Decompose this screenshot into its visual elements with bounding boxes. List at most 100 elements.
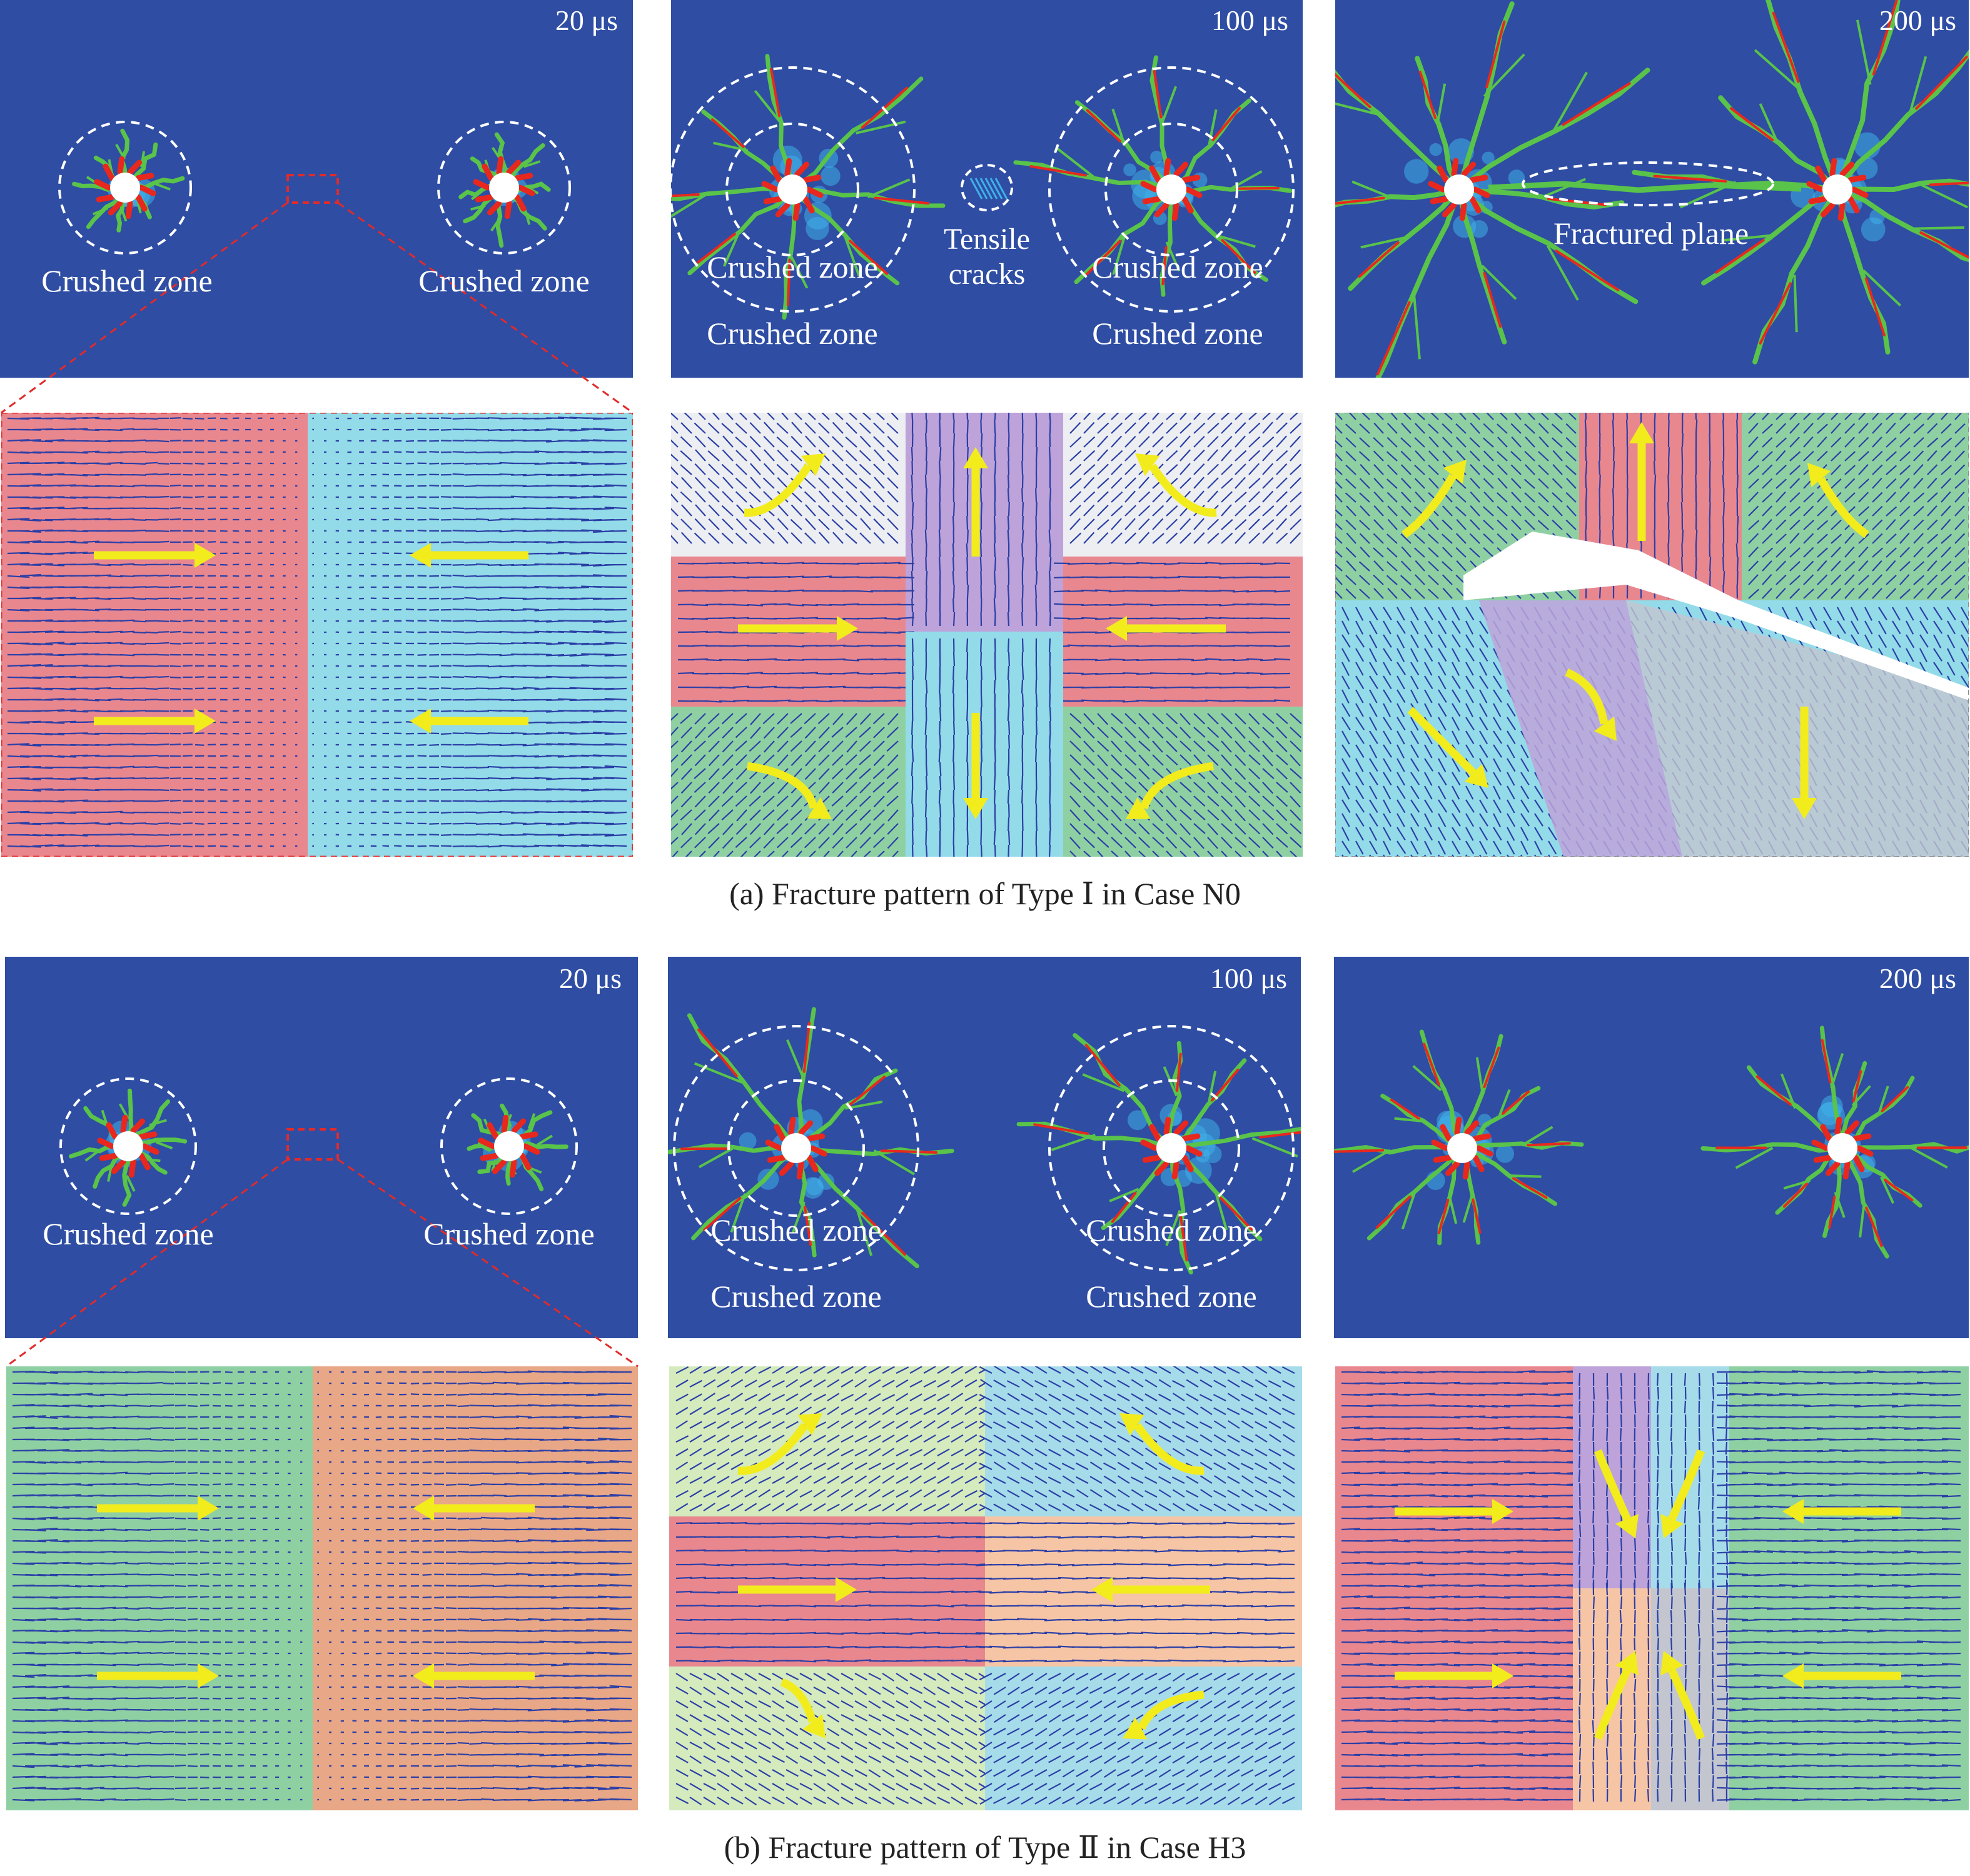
velocity-vector [776,837,789,849]
velocity-vector [1452,648,1460,662]
velocity-vector [1069,837,1081,849]
velocity-vector [534,743,552,746]
velocity-vector [1452,703,1461,717]
velocity-vector [1493,689,1502,703]
velocity-vector [1789,506,1801,517]
crack-tip-damage [1653,174,1727,183]
velocity-vector [1941,450,1951,461]
velocity-vector [1872,436,1882,448]
velocity-vector [1776,533,1787,544]
velocity-vector [1442,574,1453,585]
velocity-vector [911,803,914,818]
velocity-vector [1166,505,1178,517]
velocity-vector [1886,560,1896,572]
velocity-vector [791,823,802,835]
velocity-vector [1248,532,1260,544]
velocity-vector [1235,823,1246,835]
velocity-vector [760,590,777,593]
velocity-vector [1927,477,1937,489]
velocity-vector [671,782,679,790]
velocity-vector [707,727,720,738]
velocity-vector [1465,607,1475,621]
velocity-vector [1221,519,1233,530]
velocity-vector [746,686,764,688]
blast-hole-group [1335,1,1650,378]
velocity-vector [1273,658,1291,661]
velocity-vector [604,653,627,657]
velocity-vector [1262,477,1274,489]
crushed-zone-mark [1123,163,1136,176]
crack-branch [1360,236,1404,249]
velocity-vector [1179,809,1192,820]
velocity-vector [873,823,885,835]
velocity-vector [1235,477,1246,489]
velocity-vector [1913,588,1924,599]
velocity-vector [791,504,802,517]
velocity-vector [382,676,390,678]
velocity-vector [440,574,452,577]
velocity-vector [694,795,706,808]
velocity-vector [1817,506,1828,517]
velocity-vector [815,700,832,703]
velocity-vector [1166,532,1178,544]
velocity-vector [232,710,240,712]
velocity-vector [464,665,477,667]
velocity-vector [1348,413,1356,420]
velocity-vector [1035,502,1038,517]
velocity-vector [1851,634,1860,648]
velocity-vector [69,473,88,477]
crack-branch [754,90,782,124]
velocity-vector [1538,423,1549,434]
velocity-vector [846,713,857,725]
velocity-vector [182,732,193,735]
velocity-vector [1152,413,1160,420]
velocity-vector [1067,576,1084,578]
velocity-vector [69,834,88,837]
crack-tip-damage [1730,107,1774,141]
crushed-zone-damage [1163,158,1171,177]
velocity-vector [394,417,402,420]
velocity-vector [1483,547,1494,558]
velocity-vector [787,686,805,689]
velocity-vector [1465,703,1473,717]
velocity-vector [952,598,955,613]
velocity-vector [487,777,502,780]
velocity-vector [1218,576,1236,579]
velocity-vector [1858,560,1869,572]
velocity-vector [132,439,146,442]
velocity-vector [1507,744,1515,759]
velocity-vector [818,837,830,849]
velocity-vector [194,620,205,622]
velocity-vector [1262,436,1275,448]
velocity-vector [1776,478,1787,489]
velocity-vector [1438,675,1447,690]
velocity-vector [1776,519,1787,530]
velocity-vector [119,755,134,757]
velocity-vector [1346,532,1356,544]
velocity-vector [1844,451,1856,461]
velocity-vector [735,768,747,780]
velocity-vector [132,575,146,577]
velocity-vector [1387,533,1398,544]
velocity-vector [884,699,901,702]
velocity-vector [1442,587,1453,599]
velocity-vector [1069,421,1081,434]
velocity-vector [1748,547,1759,558]
crack-tip-damage [1335,196,1385,205]
crack-tip-damage [1235,186,1280,190]
velocity-vector [1455,492,1467,503]
velocity-vector [57,597,76,600]
velocity-vector [487,800,502,802]
velocity-vector [1111,823,1123,835]
velocity-vector [1094,617,1112,620]
velocity-vector [671,535,679,544]
velocity-vector [1524,505,1535,517]
velocity-vector [604,788,627,791]
velocity-vector [845,463,857,475]
velocity-vector [1469,436,1480,448]
velocity-vector [1913,561,1924,572]
velocity-vector [760,658,777,661]
velocity-vector [874,449,885,461]
velocity-vector [1383,730,1392,745]
velocity-vector [604,822,627,825]
